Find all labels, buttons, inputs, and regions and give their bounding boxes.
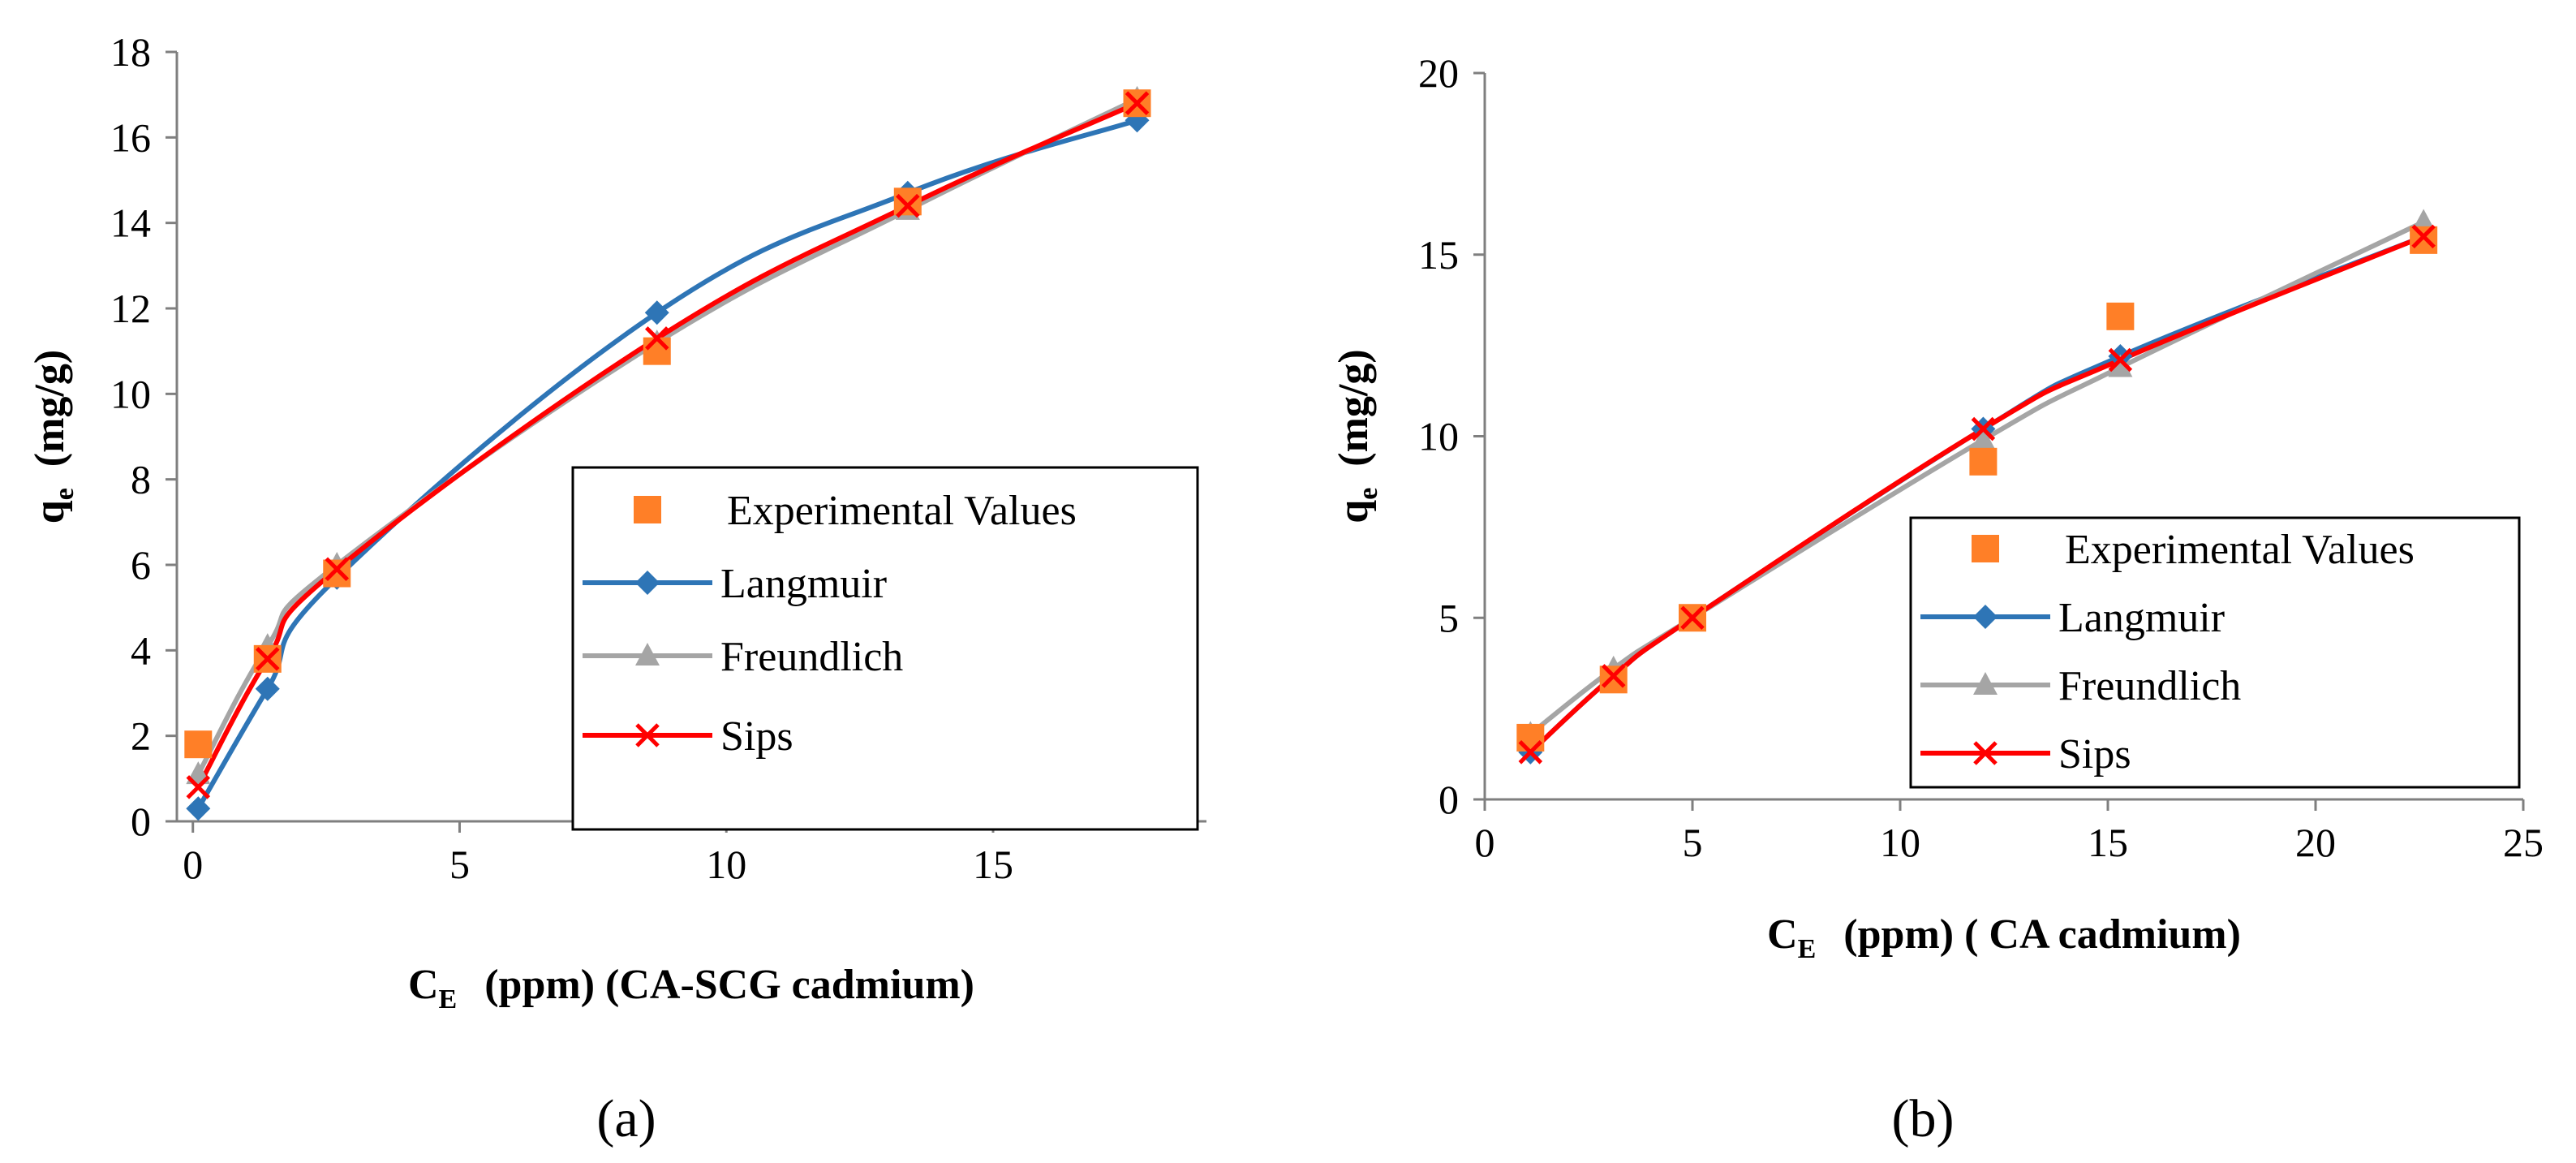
y-axis-label-main: q: [1331, 500, 1377, 523]
chart-b: 0 5 10 15 20 0 5 10 15 20 25 CE (ppm) ( CA cadmium) q…: [1331, 50, 2544, 1148]
langmuir-point: [644, 300, 669, 325]
freundlich-point: [1971, 426, 1996, 450]
sips-point: [644, 326, 669, 351]
x-axis-label-sub: E: [1798, 934, 1817, 964]
y-tick-label: 8: [131, 457, 151, 502]
legend-label-langmuir: Langmuir: [2058, 595, 2225, 641]
x-axis-label-main: C: [1767, 911, 1798, 958]
legend-b: Experimental Values Langmuir Freundlich Sip…: [1909, 516, 2521, 789]
y-tick-label: 0: [131, 799, 151, 844]
y-tick-label: 20: [1418, 50, 1459, 96]
experimental-point: [2410, 226, 2438, 254]
x-axis-label-rest: (ppm) ( CA cadmium): [1843, 911, 2241, 958]
legend-marker-experimental: [634, 496, 661, 523]
langmuir-point: [186, 796, 211, 821]
freundlich-point: [2108, 354, 2133, 377]
y-tick-label: 14: [110, 200, 151, 246]
x-axis-label-rest: (ppm) (CA-SCG cadmium): [484, 962, 974, 1008]
y-tick-label: 5: [1439, 595, 1459, 640]
x-tick-label: 20: [2295, 820, 2336, 865]
legend-marker-experimental: [1972, 535, 1999, 562]
x-tick-label: 15: [973, 842, 1013, 887]
y-axis-label-rest: (mg/g): [1331, 349, 1377, 466]
y-tick-label: 10: [110, 371, 151, 416]
sips-point: [1680, 605, 1705, 631]
legend-marker-sips: [635, 723, 660, 747]
freundlich-point: [2411, 209, 2436, 232]
sips-point: [1601, 664, 1626, 688]
y-axis-label-rest: (mg/g): [27, 350, 73, 467]
legend-marker-sips: [1973, 741, 1998, 765]
x-axis-label-a: CE (ppm) (CA-SCG cadmium): [408, 962, 974, 1014]
chart-a: 0 2 4 6 8 10 12 14 16 18 0 5 10 15 CE (ppm) (CA-SCG cad…: [27, 29, 1206, 1148]
x-axis-label-b: CE (ppm) ( CA cadmium): [1767, 911, 2241, 964]
y-tick-label: 16: [110, 114, 151, 160]
y-axis-label-a: qe (mg/g): [27, 350, 80, 523]
legend-label-freundlich: Freundlich: [2058, 663, 2241, 709]
legend-label-langmuir: Langmuir: [720, 561, 887, 607]
x-axis-label-main: C: [408, 962, 439, 1008]
langmuir-point: [255, 676, 280, 701]
legend-marker-langmuir: [635, 571, 660, 595]
experimental-point: [2106, 302, 2135, 330]
legend-label-sips: Sips: [720, 713, 793, 760]
legend-label-sips: Sips: [2058, 731, 2131, 777]
panel-label-a: (a): [596, 1089, 656, 1148]
experimental-point: [1969, 447, 1998, 476]
x-tick-label: 5: [1683, 820, 1703, 865]
sips-point: [256, 647, 280, 671]
x-tick-label: 10: [706, 842, 746, 887]
sips-point: [2411, 224, 2436, 249]
sips-point: [1125, 91, 1150, 115]
legend-marker-freundlich: [635, 643, 660, 665]
x-tick-label: 0: [183, 842, 203, 887]
x-tick-label: 0: [1475, 820, 1495, 865]
y-tick-label: 6: [131, 542, 151, 588]
sips-point: [2108, 347, 2133, 373]
y-tick-label: 10: [1418, 414, 1459, 459]
y-tick-label: 18: [110, 29, 151, 75]
y-tick-label: 12: [110, 286, 151, 331]
experimental-point: [323, 559, 351, 588]
sips-point: [325, 557, 350, 582]
y-tick-label: 15: [1418, 232, 1459, 278]
experimental-point: [1599, 665, 1628, 694]
sips-point: [186, 775, 211, 799]
legend-label-experimental: Experimental Values: [727, 488, 1077, 534]
legend-box: [571, 466, 1199, 831]
x-tick-label: 25: [2503, 820, 2544, 865]
experimental-point: [643, 337, 671, 365]
experimental-point: [1516, 723, 1545, 752]
y-tick-label: 4: [131, 627, 151, 673]
sips-point: [1518, 740, 1543, 765]
y-axis-label-main: q: [27, 500, 73, 523]
y-tick-label: 0: [1439, 777, 1459, 822]
legend-label-experimental: Experimental Values: [2065, 527, 2415, 573]
legend-marker-langmuir: [1973, 605, 1998, 629]
legend-box: [1909, 516, 2521, 789]
x-tick-label: 15: [2088, 820, 2128, 865]
legend-marker-freundlich: [1973, 672, 1998, 695]
y-tick-label: 2: [131, 713, 151, 759]
y-axis-label-b: qe (mg/g): [1331, 349, 1383, 523]
x-axis-label-sub: E: [439, 984, 458, 1014]
sips-point: [1971, 416, 1996, 442]
legend-label-freundlich: Freundlich: [720, 634, 903, 680]
x-tick-label: 5: [449, 842, 470, 887]
panel-label-b: (b): [1892, 1089, 1955, 1148]
y-axis-label-sub: e: [49, 488, 80, 500]
experimental-point: [184, 730, 213, 759]
sips-point: [896, 193, 920, 218]
y-axis-label-sub: e: [1353, 488, 1383, 500]
experimental-point: [893, 187, 922, 216]
legend-a: Experimental Values Langmuir Freundlich Sip…: [571, 466, 1199, 831]
x-tick-label: 10: [1880, 820, 1920, 865]
